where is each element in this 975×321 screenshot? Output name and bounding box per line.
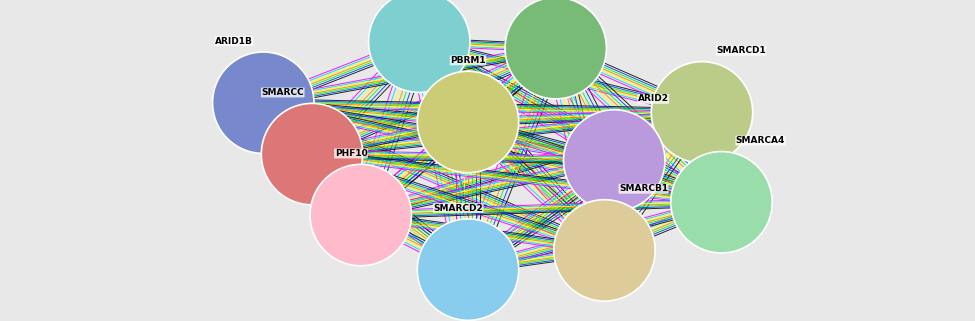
- Text: SMARCD1: SMARCD1: [716, 46, 766, 55]
- Ellipse shape: [417, 219, 519, 320]
- Text: ARID2: ARID2: [638, 94, 669, 103]
- Text: SMARCC: SMARCC: [261, 88, 304, 97]
- Ellipse shape: [671, 152, 772, 253]
- Ellipse shape: [651, 62, 753, 163]
- Ellipse shape: [213, 52, 314, 153]
- Text: ARID1B: ARID1B: [215, 37, 253, 46]
- Text: SMARCB1: SMARCB1: [619, 184, 668, 193]
- Ellipse shape: [310, 164, 411, 266]
- Ellipse shape: [564, 110, 665, 211]
- Ellipse shape: [554, 200, 655, 301]
- Ellipse shape: [369, 0, 470, 92]
- Ellipse shape: [505, 0, 606, 99]
- Text: SMARCA4: SMARCA4: [736, 136, 785, 145]
- Ellipse shape: [417, 71, 519, 173]
- Ellipse shape: [261, 103, 363, 205]
- Text: PHF10: PHF10: [334, 149, 368, 158]
- Text: SMARCD2: SMARCD2: [433, 204, 484, 213]
- Text: PBRM1: PBRM1: [450, 56, 486, 65]
